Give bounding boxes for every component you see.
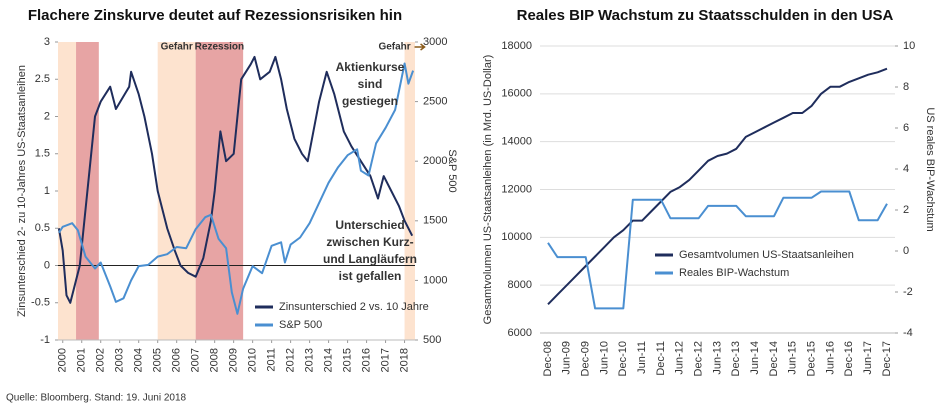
y-tick-label: 0 xyxy=(44,259,50,271)
band-label: Gefahr xyxy=(161,42,193,53)
y-axis-label: Zinsunterschied 2- zu 10-Jahres US-Staat… xyxy=(16,65,28,317)
x-tick-label: Dec-08 xyxy=(542,341,554,376)
x-tick-label: Dec-16 xyxy=(843,341,855,376)
shaded-band xyxy=(157,42,196,340)
y-tick-label: 8000 xyxy=(508,279,532,291)
x-tick-label: Dec-12 xyxy=(693,341,705,376)
x-tick-label: Dec-15 xyxy=(806,341,818,376)
legend-label: S&P 500 xyxy=(279,319,322,331)
x-tick-label: Dec-13 xyxy=(730,341,742,376)
x-tick-label: Jun-12 xyxy=(674,341,686,375)
x-tick-label: Dec-11 xyxy=(655,341,667,376)
x-tick-label: 2008 xyxy=(209,348,221,372)
series-line xyxy=(547,67,888,305)
x-tick-label: Jun-10 xyxy=(598,341,610,375)
x-tick-label: 2009 xyxy=(228,348,240,372)
band-arrow xyxy=(414,43,426,51)
shaded-band xyxy=(195,42,244,340)
y-tick-label: -0.5 xyxy=(31,297,50,309)
chart-title: Reales BIP Wachstum zu Staatsschulden in… xyxy=(517,7,894,24)
annotation: und Langläufern xyxy=(323,252,417,266)
y-tick-label: 1 xyxy=(44,185,50,197)
series-line xyxy=(57,55,414,304)
annotation: Unterschied xyxy=(335,218,404,232)
y2-tick-label: 1500 xyxy=(423,215,447,227)
legend-label: Reales BIP-Wachstum xyxy=(679,267,789,279)
shaded-band xyxy=(404,42,415,340)
x-tick-label: 2018 xyxy=(398,348,410,372)
y-tick-label: -1 xyxy=(40,334,50,346)
y2-tick-label: 6 xyxy=(903,122,909,134)
source-note: Quelle: Bloomberg. Stand: 19. Juni 2018 xyxy=(6,393,187,404)
y2-tick-label: 2000 xyxy=(423,155,447,167)
x-tick-label: Jun-15 xyxy=(787,341,799,375)
annotation: gestiegen xyxy=(342,94,398,108)
y2-tick-label: 3000 xyxy=(423,36,447,48)
y2-tick-label: -2 xyxy=(903,286,913,298)
x-tick-label: 2014 xyxy=(323,348,335,372)
annotation: zwischen Kurz- xyxy=(326,235,413,249)
annotation: ist gefallen xyxy=(339,269,402,283)
band-label: Rezession xyxy=(195,42,244,53)
y2-tick-label: -4 xyxy=(903,327,913,339)
x-tick-label: 2001 xyxy=(76,348,88,372)
x-tick-label: Dec-14 xyxy=(768,341,780,376)
y2-tick-label: 8 xyxy=(903,81,909,93)
series-line xyxy=(58,62,415,315)
x-tick-label: Jun-16 xyxy=(824,341,836,375)
x-tick-label: 2002 xyxy=(95,348,107,372)
annotation: Aktienkurse xyxy=(336,60,405,74)
y2-tick-label: 10 xyxy=(903,40,915,52)
y2-tick-label: 500 xyxy=(423,334,441,346)
y-tick-label: 16000 xyxy=(501,88,532,100)
y2-axis-label: US reales BIP-Wachstum xyxy=(924,107,936,231)
y2-tick-label: 0 xyxy=(903,245,909,257)
x-tick-label: Jun-11 xyxy=(636,341,648,374)
x-tick-label: 2004 xyxy=(133,348,145,372)
y-tick-label: 12000 xyxy=(501,183,532,195)
x-tick-label: Jun-17 xyxy=(862,341,874,375)
x-tick-label: 2017 xyxy=(379,348,391,372)
x-tick-label: 2015 xyxy=(341,348,353,372)
x-tick-label: Dec-10 xyxy=(617,341,629,376)
y-tick-label: 0.5 xyxy=(35,222,50,234)
x-tick-label: 2016 xyxy=(360,348,372,372)
annotation: sind xyxy=(358,77,383,91)
x-tick-label: 2006 xyxy=(171,348,183,372)
legend-label: Gesamtvolumen US-Staatsanleihen xyxy=(679,249,854,261)
y-tick-label: 3 xyxy=(44,36,50,48)
chart-title: Flachere Zinskurve deutet auf Rezessions… xyxy=(28,7,402,24)
x-tick-label: 2000 xyxy=(57,348,69,372)
x-tick-label: 2013 xyxy=(304,348,316,372)
y-tick-label: 1.5 xyxy=(35,148,50,160)
y-tick-label: 18000 xyxy=(501,40,532,52)
legend-label: Zinsunterschied 2 vs. 10 Jahre xyxy=(279,301,429,313)
y2-tick-label: 2 xyxy=(903,204,909,216)
series-line xyxy=(547,190,888,310)
y-tick-label: 2 xyxy=(44,110,50,122)
x-tick-label: Jun-13 xyxy=(711,341,723,375)
y-tick-label: 2.5 xyxy=(35,73,50,85)
x-tick-label: 2007 xyxy=(190,348,202,372)
x-tick-label: Dec-09 xyxy=(580,341,592,376)
x-tick-label: Dec-17 xyxy=(881,341,893,376)
y2-tick-label: 4 xyxy=(903,163,909,175)
y2-axis-label: S&P 500 xyxy=(446,149,458,192)
x-tick-label: 2003 xyxy=(114,348,126,372)
band-label: Gefahr xyxy=(378,42,410,53)
y-axis-label: Gesamtvolumen US-Staatsanleihen (in Mrd.… xyxy=(482,55,494,325)
x-tick-label: 2012 xyxy=(285,348,297,372)
y-tick-label: 14000 xyxy=(501,136,532,148)
y-tick-label: 10000 xyxy=(501,231,532,243)
y2-tick-label: 2500 xyxy=(423,96,447,108)
x-tick-label: 2011 xyxy=(266,348,278,372)
x-tick-label: 2010 xyxy=(247,348,259,372)
x-tick-label: Jun-09 xyxy=(561,341,573,375)
y-tick-label: 6000 xyxy=(508,327,532,339)
y2-tick-label: 1000 xyxy=(423,274,447,286)
x-tick-label: Jun-14 xyxy=(749,341,761,375)
x-tick-label: 2005 xyxy=(152,348,164,372)
